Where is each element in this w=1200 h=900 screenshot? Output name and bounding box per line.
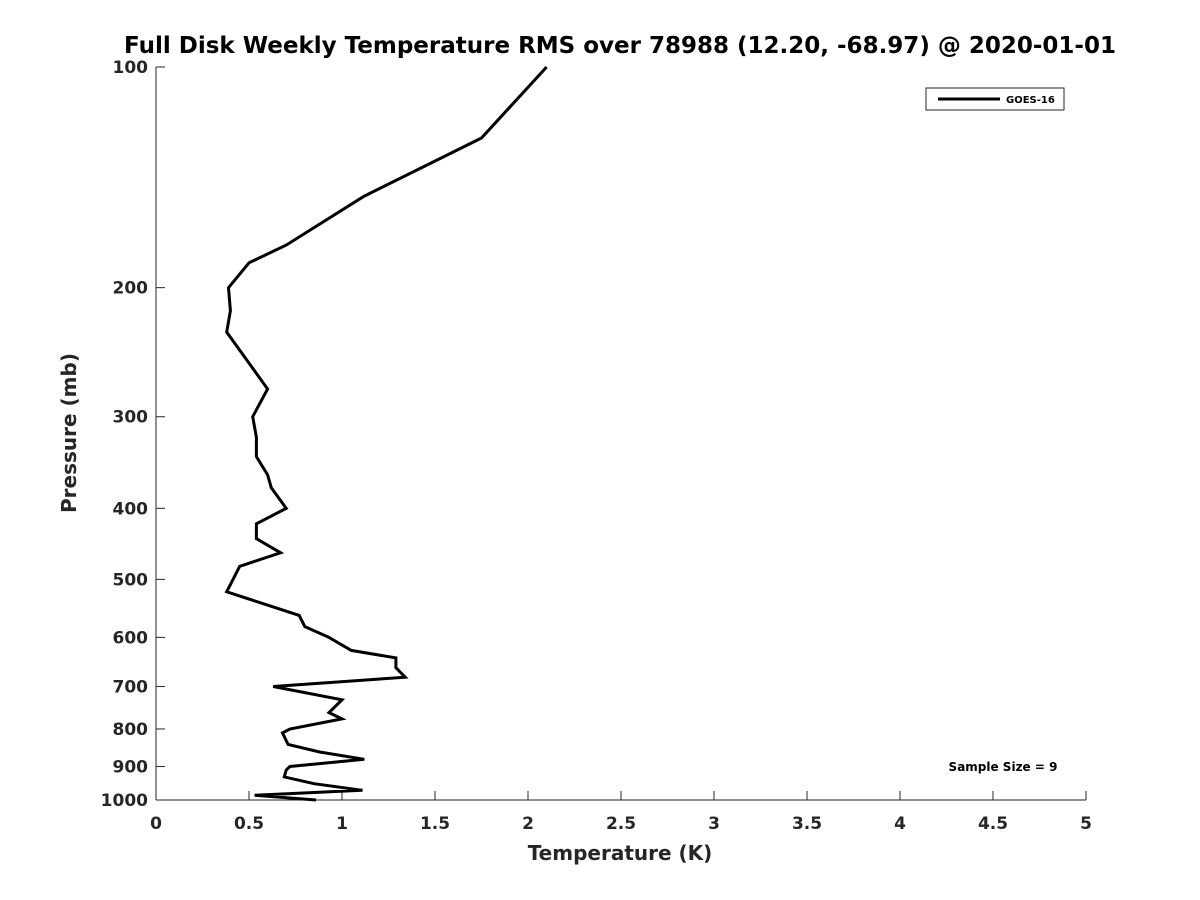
y-tick-label: 400	[113, 499, 149, 519]
y-axis-label: Pressure (mb)	[57, 353, 81, 513]
x-tick-label: 1.5	[420, 814, 450, 834]
x-tick-label: 4.5	[978, 814, 1008, 834]
x-tick-label: 0	[150, 814, 162, 834]
y-tick-label: 300	[113, 408, 149, 428]
y-tick-label: 200	[113, 279, 149, 299]
y-tick-label: 900	[113, 757, 149, 777]
series-line-0	[224, 65, 548, 802]
x-tick-label: 0.5	[234, 814, 264, 834]
x-tick-label: 2	[522, 814, 534, 834]
y-tick-label: 800	[113, 720, 149, 740]
x-axis-label: Temperature (K)	[528, 841, 713, 865]
x-tick-label: 3	[708, 814, 720, 834]
x-tick-label: 5	[1080, 814, 1092, 834]
x-tick-label: 4	[894, 814, 906, 834]
legend: GOES-16	[925, 87, 1065, 111]
y-axis-ticks: 100 200 300 400 500 600 700 800 900 1000	[101, 58, 165, 811]
y-tick-label: 600	[113, 628, 149, 648]
x-tick-label: 1	[336, 814, 348, 834]
legend-label-goes16: GOES-16	[1006, 95, 1055, 106]
series-layer	[224, 65, 548, 802]
x-axis-ticks: 0 0.5 1 1.5 2 2.5 3 3.5 4 4.5 5	[150, 791, 1092, 834]
y-tick-label: 500	[113, 570, 149, 590]
sample-size-annotation: Sample Size = 9	[949, 760, 1058, 774]
chart-title: Full Disk Weekly Temperature RMS over 78…	[124, 33, 1116, 59]
x-tick-label: 3.5	[792, 814, 822, 834]
y-tick-label: 700	[113, 677, 149, 697]
y-tick-label: 1000	[101, 791, 148, 811]
y-tick-label: 100	[113, 58, 149, 78]
x-tick-label: 2.5	[606, 814, 636, 834]
